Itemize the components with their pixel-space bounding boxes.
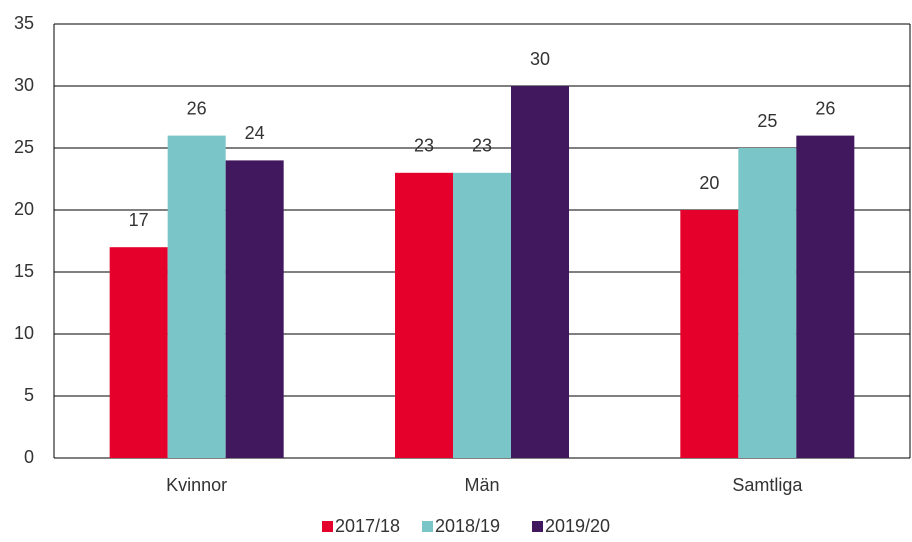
x-tick-label: Samtliga bbox=[732, 475, 803, 495]
bar bbox=[738, 148, 797, 458]
y-tick-label: 25 bbox=[14, 137, 34, 157]
y-tick-label: 0 bbox=[24, 447, 34, 467]
bar bbox=[225, 160, 284, 458]
y-tick-label: 5 bbox=[24, 385, 34, 405]
data-label: 20 bbox=[699, 173, 719, 193]
y-tick-label: 35 bbox=[14, 13, 34, 33]
data-label: 25 bbox=[757, 111, 777, 131]
x-tick-label: Män bbox=[464, 475, 499, 495]
data-label: 26 bbox=[815, 98, 835, 118]
data-label: 23 bbox=[472, 136, 492, 156]
y-tick-label: 30 bbox=[14, 75, 34, 95]
legend-label: 2018/19 bbox=[435, 516, 500, 536]
x-tick-label: Kvinnor bbox=[166, 475, 227, 495]
bar bbox=[511, 86, 569, 458]
data-label: 17 bbox=[129, 210, 149, 230]
bar bbox=[453, 172, 511, 459]
y-tick-label: 10 bbox=[14, 323, 34, 343]
data-label: 23 bbox=[414, 136, 434, 156]
y-tick-label: 15 bbox=[14, 261, 34, 281]
legend-swatch bbox=[422, 521, 433, 532]
y-tick-label: 20 bbox=[14, 199, 34, 219]
bar bbox=[796, 135, 855, 458]
data-label: 30 bbox=[530, 49, 550, 69]
data-label: 24 bbox=[245, 123, 265, 143]
data-label: 26 bbox=[187, 98, 207, 118]
legend-label: 2019/20 bbox=[545, 516, 610, 536]
legend-label: 2017/18 bbox=[335, 516, 400, 536]
legend-swatch bbox=[322, 521, 333, 532]
bar bbox=[680, 210, 739, 458]
bar bbox=[395, 172, 453, 459]
bar bbox=[109, 247, 168, 458]
bar bbox=[167, 135, 226, 458]
legend-swatch bbox=[532, 521, 543, 532]
